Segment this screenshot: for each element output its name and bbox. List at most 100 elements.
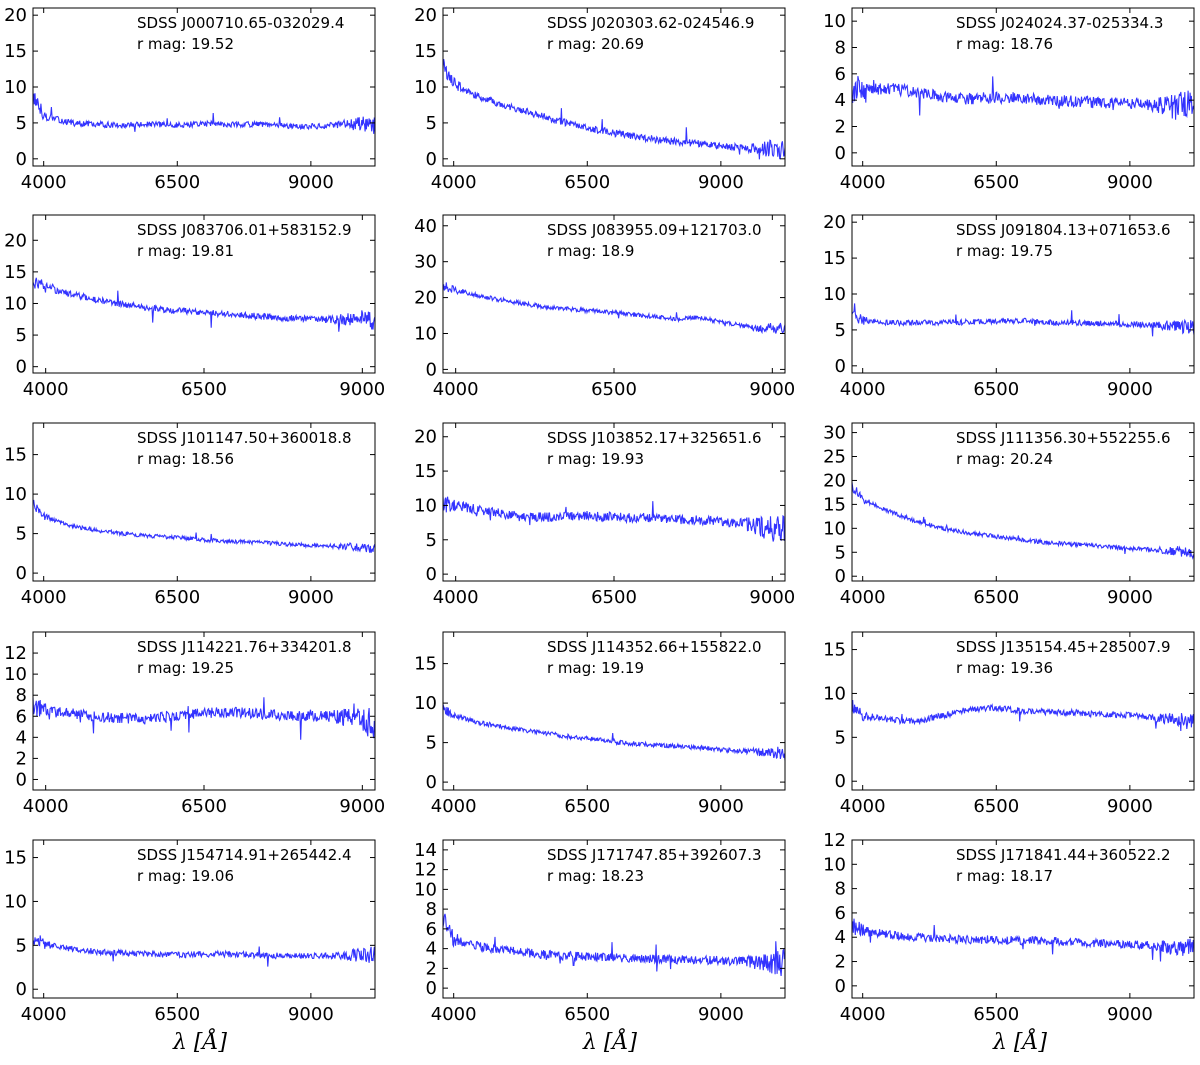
y-tick-label: 20: [823, 470, 846, 491]
y-tick-label: 0: [835, 976, 846, 997]
panel-annotation: r mag: 20.24: [956, 450, 1053, 468]
panel-annotation: r mag: 19.36: [956, 659, 1053, 677]
x-tick-label: 4000: [840, 796, 886, 817]
x-tick-label: 9000: [1107, 587, 1153, 608]
y-tick-label: 0: [16, 979, 27, 1000]
x-axis-label-col3: λ [Å]: [993, 1030, 1047, 1055]
x-tick-label: 4000: [433, 587, 479, 608]
panel-title: SDSS J000710.65-032029.4: [137, 14, 344, 32]
x-tick-label: 4000: [431, 1004, 477, 1025]
y-tick-label: 0: [16, 769, 27, 790]
x-tick-label: 9000: [1107, 1004, 1153, 1025]
x-tick-label: 4000: [840, 587, 886, 608]
y-tick-label: 10: [823, 518, 846, 539]
spectrum-panel-2: 4000 6500 9000 0 5 10 15 20 SDSS J020303.62-0245…: [414, 5, 786, 193]
y-tick-label: 5: [16, 113, 27, 134]
x-tick-label: 4000: [840, 379, 886, 400]
x-tick-label: 6500: [973, 587, 1019, 608]
y-tick-label: 10: [4, 484, 27, 505]
plot-frame: [851, 422, 1195, 582]
y-tick-label: 15: [4, 848, 27, 869]
y-tick-label: 15: [414, 41, 437, 62]
panel-title: SDSS J171747.85+392607.3: [547, 846, 762, 864]
panel-annotation: r mag: 19.93: [547, 450, 644, 468]
x-tick-label: 9000: [698, 796, 744, 817]
y-tick-label: 0: [426, 772, 437, 793]
panel-annotation: r mag: 20.69: [547, 35, 644, 53]
panel-annotation: r mag: 19.52: [137, 35, 234, 53]
spectrum-panel-3: 4000 6500 9000 0 2 4 6 8 10 SDSS J024024.37-02533…: [823, 7, 1195, 193]
panel-annotation: r mag: 19.25: [137, 659, 234, 677]
y-tick-label: 2: [835, 117, 846, 138]
x-tick-label: 6500: [591, 379, 637, 400]
x-tick-label: 9000: [698, 1004, 744, 1025]
y-tick-label: 4: [835, 90, 846, 111]
panel-title: SDSS J114221.76+334201.8: [137, 638, 352, 656]
panel-title: SDSS J101147.50+360018.8: [137, 429, 352, 447]
y-tick-label: 0: [16, 357, 27, 378]
y-tick-label: 4: [426, 939, 437, 960]
panel-annotation: r mag: 19.81: [137, 242, 234, 260]
x-tick-label: 4000: [21, 587, 67, 608]
x-tick-label: 6500: [564, 796, 610, 817]
y-tick-label: 5: [835, 542, 846, 563]
x-tick-label: 4000: [21, 172, 67, 193]
y-tick-label: 5: [426, 113, 437, 134]
y-tick-label: 8: [835, 879, 846, 900]
panel-title: SDSS J154714.91+265442.4: [137, 846, 352, 864]
x-tick-label: 9000: [339, 796, 385, 817]
spectrum-line: [33, 697, 375, 740]
y-tick-label: 5: [426, 733, 437, 754]
y-tick-label: 30: [414, 252, 437, 273]
y-tick-label: 5: [835, 727, 846, 748]
y-tick-label: 5: [16, 524, 27, 545]
x-axis-label-col1: λ [Å]: [173, 1030, 227, 1055]
y-tick-label: 0: [426, 978, 437, 999]
spectrum-panel-1: 4000 6500 9000 0 5 10 15 20 SDSS J000710.65-0320…: [4, 5, 376, 193]
y-tick-label: 0: [426, 564, 437, 585]
x-tick-label: 4000: [431, 796, 477, 817]
y-tick-label: 20: [414, 427, 437, 448]
panel-title: SDSS J103852.17+325651.6: [547, 429, 762, 447]
y-tick-label: 6: [835, 903, 846, 924]
x-tick-label: 9000: [1107, 172, 1153, 193]
y-tick-label: 20: [823, 212, 846, 233]
panel-annotation: r mag: 18.23: [547, 867, 644, 885]
y-tick-label: 10: [414, 693, 437, 714]
x-tick-label: 6500: [973, 1004, 1019, 1025]
plot-frame: [851, 839, 1195, 999]
spectrum-line: [852, 918, 1194, 962]
x-tick-label: 9000: [288, 587, 334, 608]
spectrum-panel-8: 4000 6500 9000 0 5 10 15 20 SDSS J103852.17+3256…: [414, 422, 795, 608]
y-tick-label: 10: [4, 77, 27, 98]
y-tick-label: 5: [16, 935, 27, 956]
spectrum-line: [33, 935, 375, 967]
y-tick-label: 30: [823, 423, 846, 444]
y-tick-label: 6: [16, 706, 27, 727]
panel-title: SDSS J171841.44+360522.2: [956, 846, 1171, 864]
spectrum-panel-15: 4000 6500 9000 0 2 4 6 8 10 12 SDSS J171841.44+360…: [823, 830, 1195, 1025]
y-tick-label: 15: [414, 461, 437, 482]
spectrum-line: [443, 59, 785, 160]
y-tick-label: 10: [823, 284, 846, 305]
plot-frame: [851, 631, 1195, 791]
y-tick-label: 5: [16, 325, 27, 346]
panel-title: SDSS J024024.37-025334.3: [956, 14, 1163, 32]
x-tick-label: 4000: [431, 172, 477, 193]
plot-frame: [32, 839, 376, 999]
plot-frame: [851, 7, 1195, 167]
x-tick-label: 4000: [23, 379, 69, 400]
y-tick-label: 15: [4, 445, 27, 466]
panel-annotation: r mag: 18.17: [956, 867, 1053, 885]
panel-title: SDSS J083706.01+583152.9: [137, 221, 352, 239]
spectrum-line: [443, 282, 785, 335]
y-tick-label: 10: [414, 495, 437, 516]
spectrum-panel-6: 4000 6500 9000 0 5 10 15 20 SDSS J091804.13+0716…: [823, 212, 1195, 400]
y-tick-label: 0: [835, 566, 846, 587]
x-tick-label: 6500: [181, 379, 227, 400]
x-tick-label: 6500: [154, 1004, 200, 1025]
panel-title: SDSS J091804.13+071653.6: [956, 221, 1171, 239]
spectrum-line: [443, 496, 785, 542]
